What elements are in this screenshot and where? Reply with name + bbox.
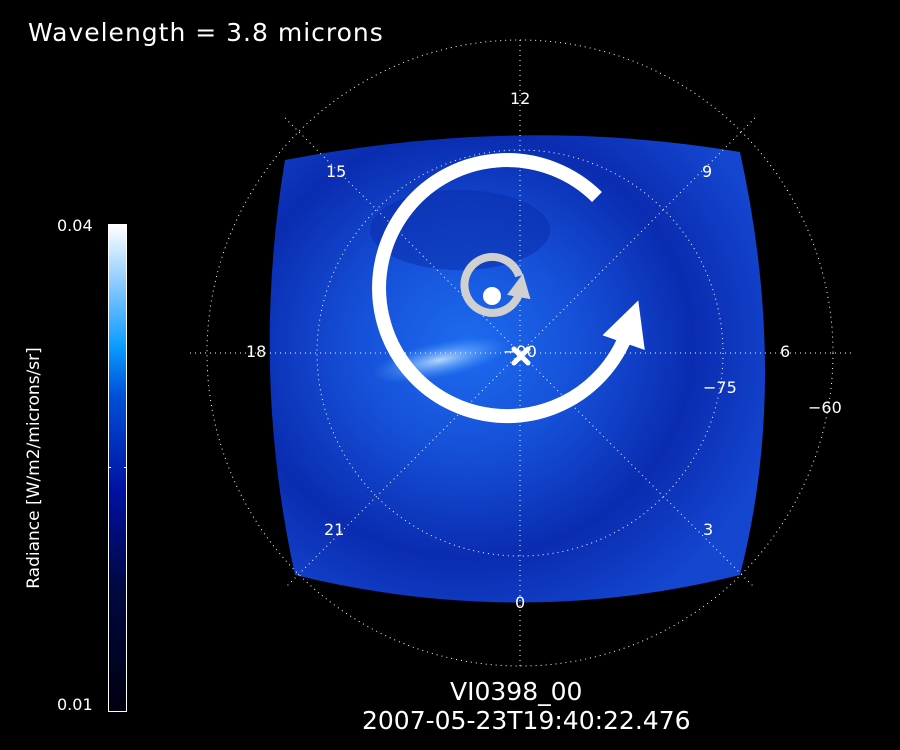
lt-label: 21: [324, 520, 344, 539]
lt-label: 6: [780, 342, 790, 361]
observation-timestamp: 2007-05-23T19:40:22.476: [362, 706, 691, 735]
pole-marker-icon: [511, 346, 531, 366]
observation-id: VI0398_00: [450, 677, 583, 706]
grid-labels: 12 15 18 21 0 3 6 9 −90 −75 −60: [246, 89, 842, 612]
lt-label: 3: [703, 520, 713, 539]
lat-label: −75: [703, 378, 737, 397]
lt-label: 9: [702, 162, 712, 181]
lt-label: 12: [510, 89, 530, 108]
colorbar-max-label: 0.04: [57, 216, 93, 235]
polar-grid: [190, 39, 855, 667]
colorbar-title: Radiance [W/m2/microns/sr]: [24, 347, 44, 589]
vortex-center-dot: [483, 287, 501, 305]
large-rotation-arrow: [372, 153, 645, 424]
colorbar-min-label: 0.01: [57, 695, 93, 714]
lt-label: 0: [515, 593, 525, 612]
lt-label: 18: [246, 342, 266, 361]
colorbar-tick: [108, 467, 127, 468]
lat-label: −60: [808, 398, 842, 417]
colorbar: [108, 224, 127, 712]
small-rotation-arrow: [460, 252, 531, 317]
lt-label: 15: [326, 162, 346, 181]
plot-title: Wavelength = 3.8 microns: [28, 18, 384, 47]
